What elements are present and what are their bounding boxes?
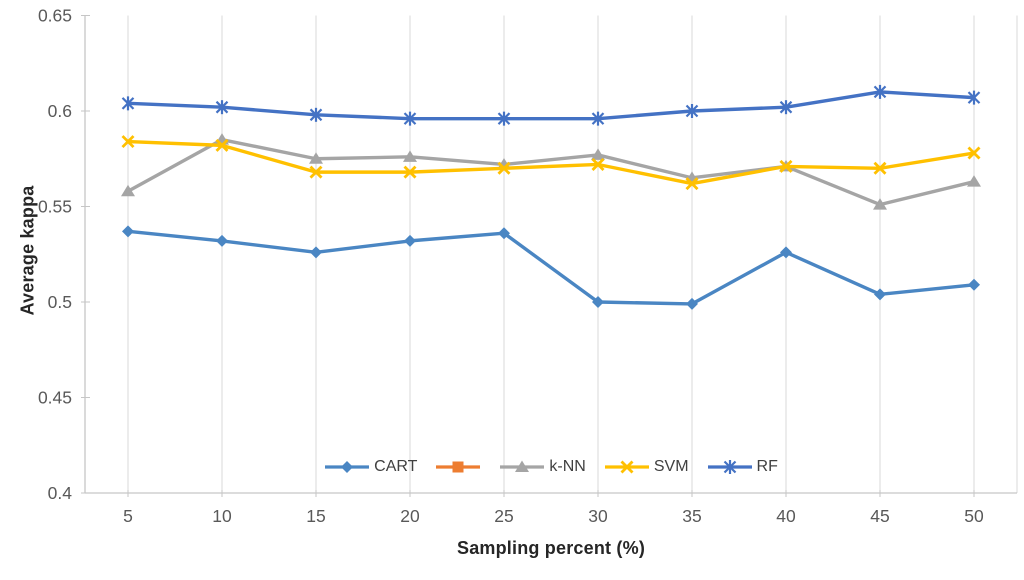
legend-item-cart: CART xyxy=(324,458,417,476)
triangle-marker-icon xyxy=(500,460,545,472)
x-tick-label: 5 xyxy=(123,506,133,526)
x-tick-label: 25 xyxy=(494,506,513,526)
y-tick-label: 0.65 xyxy=(38,6,72,26)
series-svm xyxy=(121,135,981,191)
gridlines xyxy=(127,15,1018,493)
x-tick-label: 50 xyxy=(964,506,984,526)
star-marker-icon xyxy=(707,460,752,474)
axes xyxy=(81,15,1017,497)
y-tick-label: 0.6 xyxy=(48,101,72,121)
legend-label: RF xyxy=(756,458,778,475)
legend-item-rf: RF xyxy=(707,458,778,476)
legend-label: CART xyxy=(374,458,418,475)
tick-labels: 0.4 0.45 0.5 0.55 0.6 0.65 5 10 15 20 25 30 35 40 45 50 xyxy=(38,6,984,527)
legend-item-unlabeled xyxy=(435,459,481,475)
x-tick-label: 30 xyxy=(588,506,608,526)
y-tick-label: 0.45 xyxy=(38,388,72,408)
series-k-nn xyxy=(121,133,981,210)
x-tick-label: 20 xyxy=(400,506,420,526)
x-tick-label: 10 xyxy=(212,506,232,526)
x-marker-icon xyxy=(604,460,649,474)
y-tick-label: 0.4 xyxy=(48,483,73,503)
x-tick-label: 45 xyxy=(870,506,889,526)
legend-item-k-nn: k-NN xyxy=(499,458,586,476)
y-axis-title: Average kappa xyxy=(17,185,38,316)
legend-label: k-NN xyxy=(549,458,586,475)
y-tick-label: 0.55 xyxy=(38,197,72,217)
y-tick-label: 0.5 xyxy=(48,292,72,312)
x-axis-title: Sampling percent (%) xyxy=(456,538,646,558)
series-cart xyxy=(122,225,980,310)
x-tick-label: 40 xyxy=(776,506,796,526)
legend-label: SVM xyxy=(653,458,689,475)
x-tick-label: 35 xyxy=(682,506,701,526)
series-rf xyxy=(121,84,981,126)
diamond-marker-icon xyxy=(325,461,370,473)
x-tick-label: 15 xyxy=(306,506,325,526)
legend-item-svm: SVM xyxy=(604,458,689,476)
square-marker-icon xyxy=(436,461,481,473)
chart-legend: CART k-NN SVM RF xyxy=(85,454,1017,480)
